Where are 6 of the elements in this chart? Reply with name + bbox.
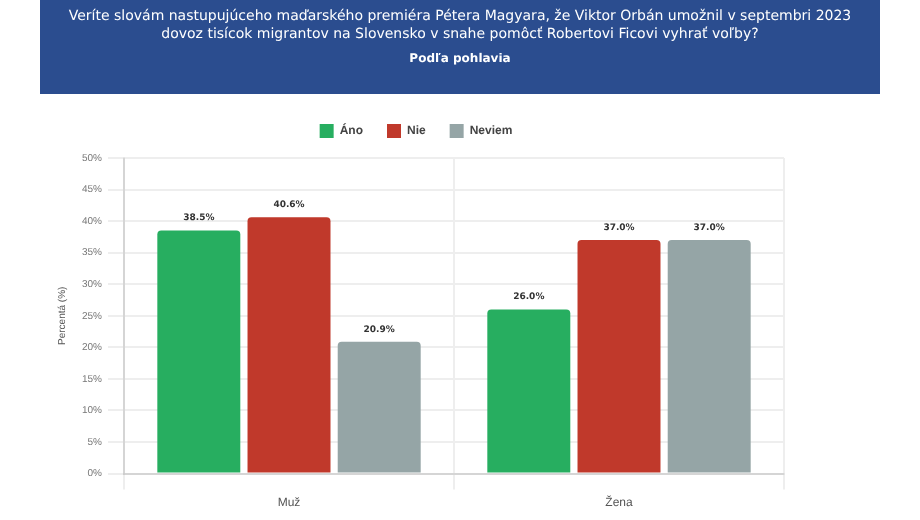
bar bbox=[247, 217, 331, 473]
bar bbox=[487, 309, 571, 473]
bar bbox=[577, 240, 661, 473]
bar bbox=[337, 341, 421, 473]
bar bbox=[667, 240, 751, 473]
bar bbox=[157, 230, 241, 473]
